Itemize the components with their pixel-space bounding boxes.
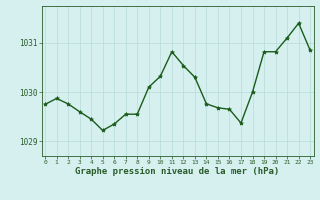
X-axis label: Graphe pression niveau de la mer (hPa): Graphe pression niveau de la mer (hPa)	[76, 167, 280, 176]
